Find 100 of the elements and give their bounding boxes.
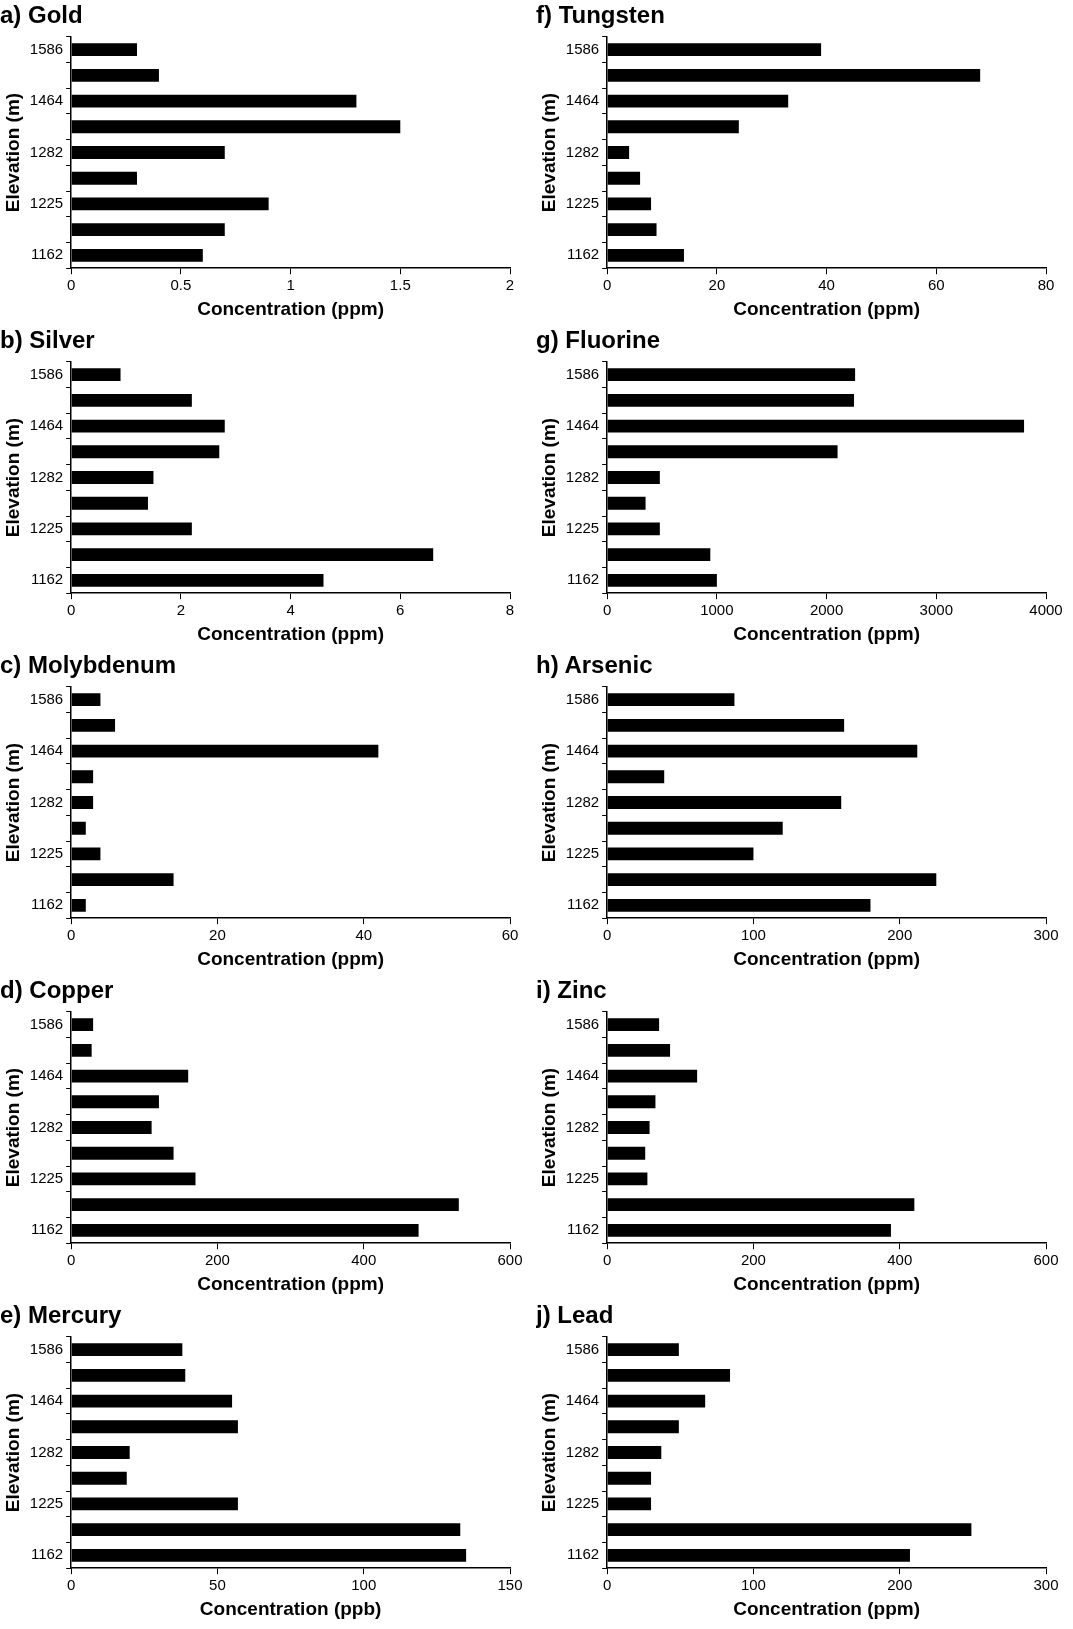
y-tick-label: 1464 [29,416,64,434]
x-tick-label: 0 [67,601,76,619]
x-tick-label: 50 [209,1576,226,1594]
y-axis-title: Elevation (m) [1,92,23,213]
x-axis-title: Concentration (ppm) [197,297,384,319]
x-tick-label: 2 [505,276,515,294]
x-tick-label: 0 [67,1576,76,1594]
y-tick-label: 1225 [29,1494,64,1512]
x-tick-label: 20 [708,276,726,294]
x-tick-label: 40 [818,276,835,294]
x-tick-label: 200 [740,1251,766,1269]
y-tick-label: 1282 [29,1117,64,1135]
y-tick-label: 1282 [565,1117,600,1135]
chart-title: i) Zinc [536,976,607,1004]
x-tick-label: 0 [603,1576,612,1594]
chart-title: e) Mercury [0,1301,123,1329]
x-tick-label: 200 [887,1576,913,1594]
y-tick-label: 1586 [565,364,600,382]
x-tick-label: 4 [286,601,295,619]
y-tick-label: 1162 [566,570,600,588]
y-tick-label: 1586 [565,1339,600,1357]
y-tick-label: 1282 [29,792,64,810]
chart-title: f) Tungsten [536,1,665,29]
y-tick-label: 1282 [565,792,600,810]
y-tick-label: 1464 [29,1066,64,1084]
y-tick-label: 1464 [565,1391,600,1409]
y-axis-title: Elevation (m) [537,1067,559,1188]
y-axis-title: Elevation (m) [537,92,559,213]
x-tick-label: 400 [351,1251,377,1269]
x-tick-label: 0 [67,1251,76,1269]
x-tick-label: 2 [176,601,186,619]
y-tick-label: 1586 [565,1014,600,1032]
y-tick-label: 1162 [566,895,600,913]
y-tick-label: 1586 [565,689,600,707]
y-tick-label: 1225 [565,844,600,862]
y-tick-label: 1162 [30,570,64,588]
chart-title: b) Silver [0,326,95,354]
y-tick-label: 1225 [29,1169,64,1187]
x-tick-label: 600 [497,1251,523,1269]
y-tick-label: 1464 [565,741,600,759]
y-tick-label: 1282 [29,1442,64,1460]
x-tick-label: 20 [209,926,226,944]
y-tick-label: 1282 [565,467,600,485]
x-tick-label: 60 [927,276,945,294]
x-tick-label: 400 [887,1251,913,1269]
y-tick-label: 1464 [29,91,64,109]
y-tick-label: 1225 [565,519,600,537]
x-tick-label: 3000 [919,601,953,619]
y-axis-title: Elevation (m) [537,742,559,863]
y-tick-label: 1586 [29,1014,64,1032]
y-tick-label: 1282 [565,1442,600,1460]
x-tick-label: 0.5 [170,276,192,294]
x-tick-label: 1 [286,276,295,294]
y-axis-title: Elevation (m) [537,417,559,538]
x-axis-title: Concentration (ppm) [197,1272,384,1294]
y-tick-label: 1162 [30,1220,64,1238]
y-tick-label: 1225 [29,194,64,212]
y-tick-label: 1162 [30,245,64,263]
x-tick-label: 2000 [809,601,844,619]
y-tick-label: 1586 [565,39,600,57]
x-tick-label: 300 [1033,1576,1059,1594]
y-tick-label: 1162 [566,1545,600,1563]
y-tick-label: 1162 [30,895,64,913]
y-tick-label: 1464 [565,91,600,109]
y-axis-title: Elevation (m) [1,417,23,538]
x-tick-label: 1000 [700,601,734,619]
y-tick-label: 1282 [565,142,600,160]
y-tick-label: 1464 [565,1066,600,1084]
y-tick-label: 1225 [565,1169,600,1187]
y-tick-label: 1225 [565,194,600,212]
x-tick-label: 0 [603,276,612,294]
x-tick-label: 100 [740,926,766,944]
y-tick-label: 1586 [29,689,64,707]
x-tick-label: 0 [603,926,612,944]
x-tick-label: 8 [505,601,515,619]
x-tick-label: 0 [603,1251,612,1269]
x-axis-title: Concentration (ppm) [733,947,920,969]
y-axis-title: Elevation (m) [1,1392,23,1513]
x-tick-label: 200 [887,926,913,944]
x-tick-label: 0 [603,601,612,619]
y-tick-label: 1225 [565,1494,600,1512]
y-tick-label: 1282 [29,467,64,485]
x-tick-label: 6 [396,601,405,619]
x-tick-label: 300 [1033,926,1059,944]
chart-title: d) Copper [0,976,114,1004]
y-axis-title: Elevation (m) [537,1392,559,1513]
x-tick-label: 1.5 [389,276,411,294]
x-axis-title: Concentration (ppm) [733,1272,920,1294]
y-tick-label: 1162 [30,1545,64,1563]
x-tick-label: 60 [501,926,519,944]
y-tick-label: 1225 [29,519,64,537]
x-tick-label: 100 [740,1576,766,1594]
x-tick-label: 80 [1037,276,1055,294]
x-tick-label: 150 [497,1576,523,1594]
x-axis-title: Concentration (ppm) [197,622,384,644]
x-tick-label: 40 [355,926,373,944]
chart-title: j) Lead [535,1301,614,1329]
x-axis-title: Concentration (ppm) [733,622,920,644]
x-axis-title: Concentration (ppm) [733,297,920,319]
y-tick-label: 1586 [29,39,64,57]
